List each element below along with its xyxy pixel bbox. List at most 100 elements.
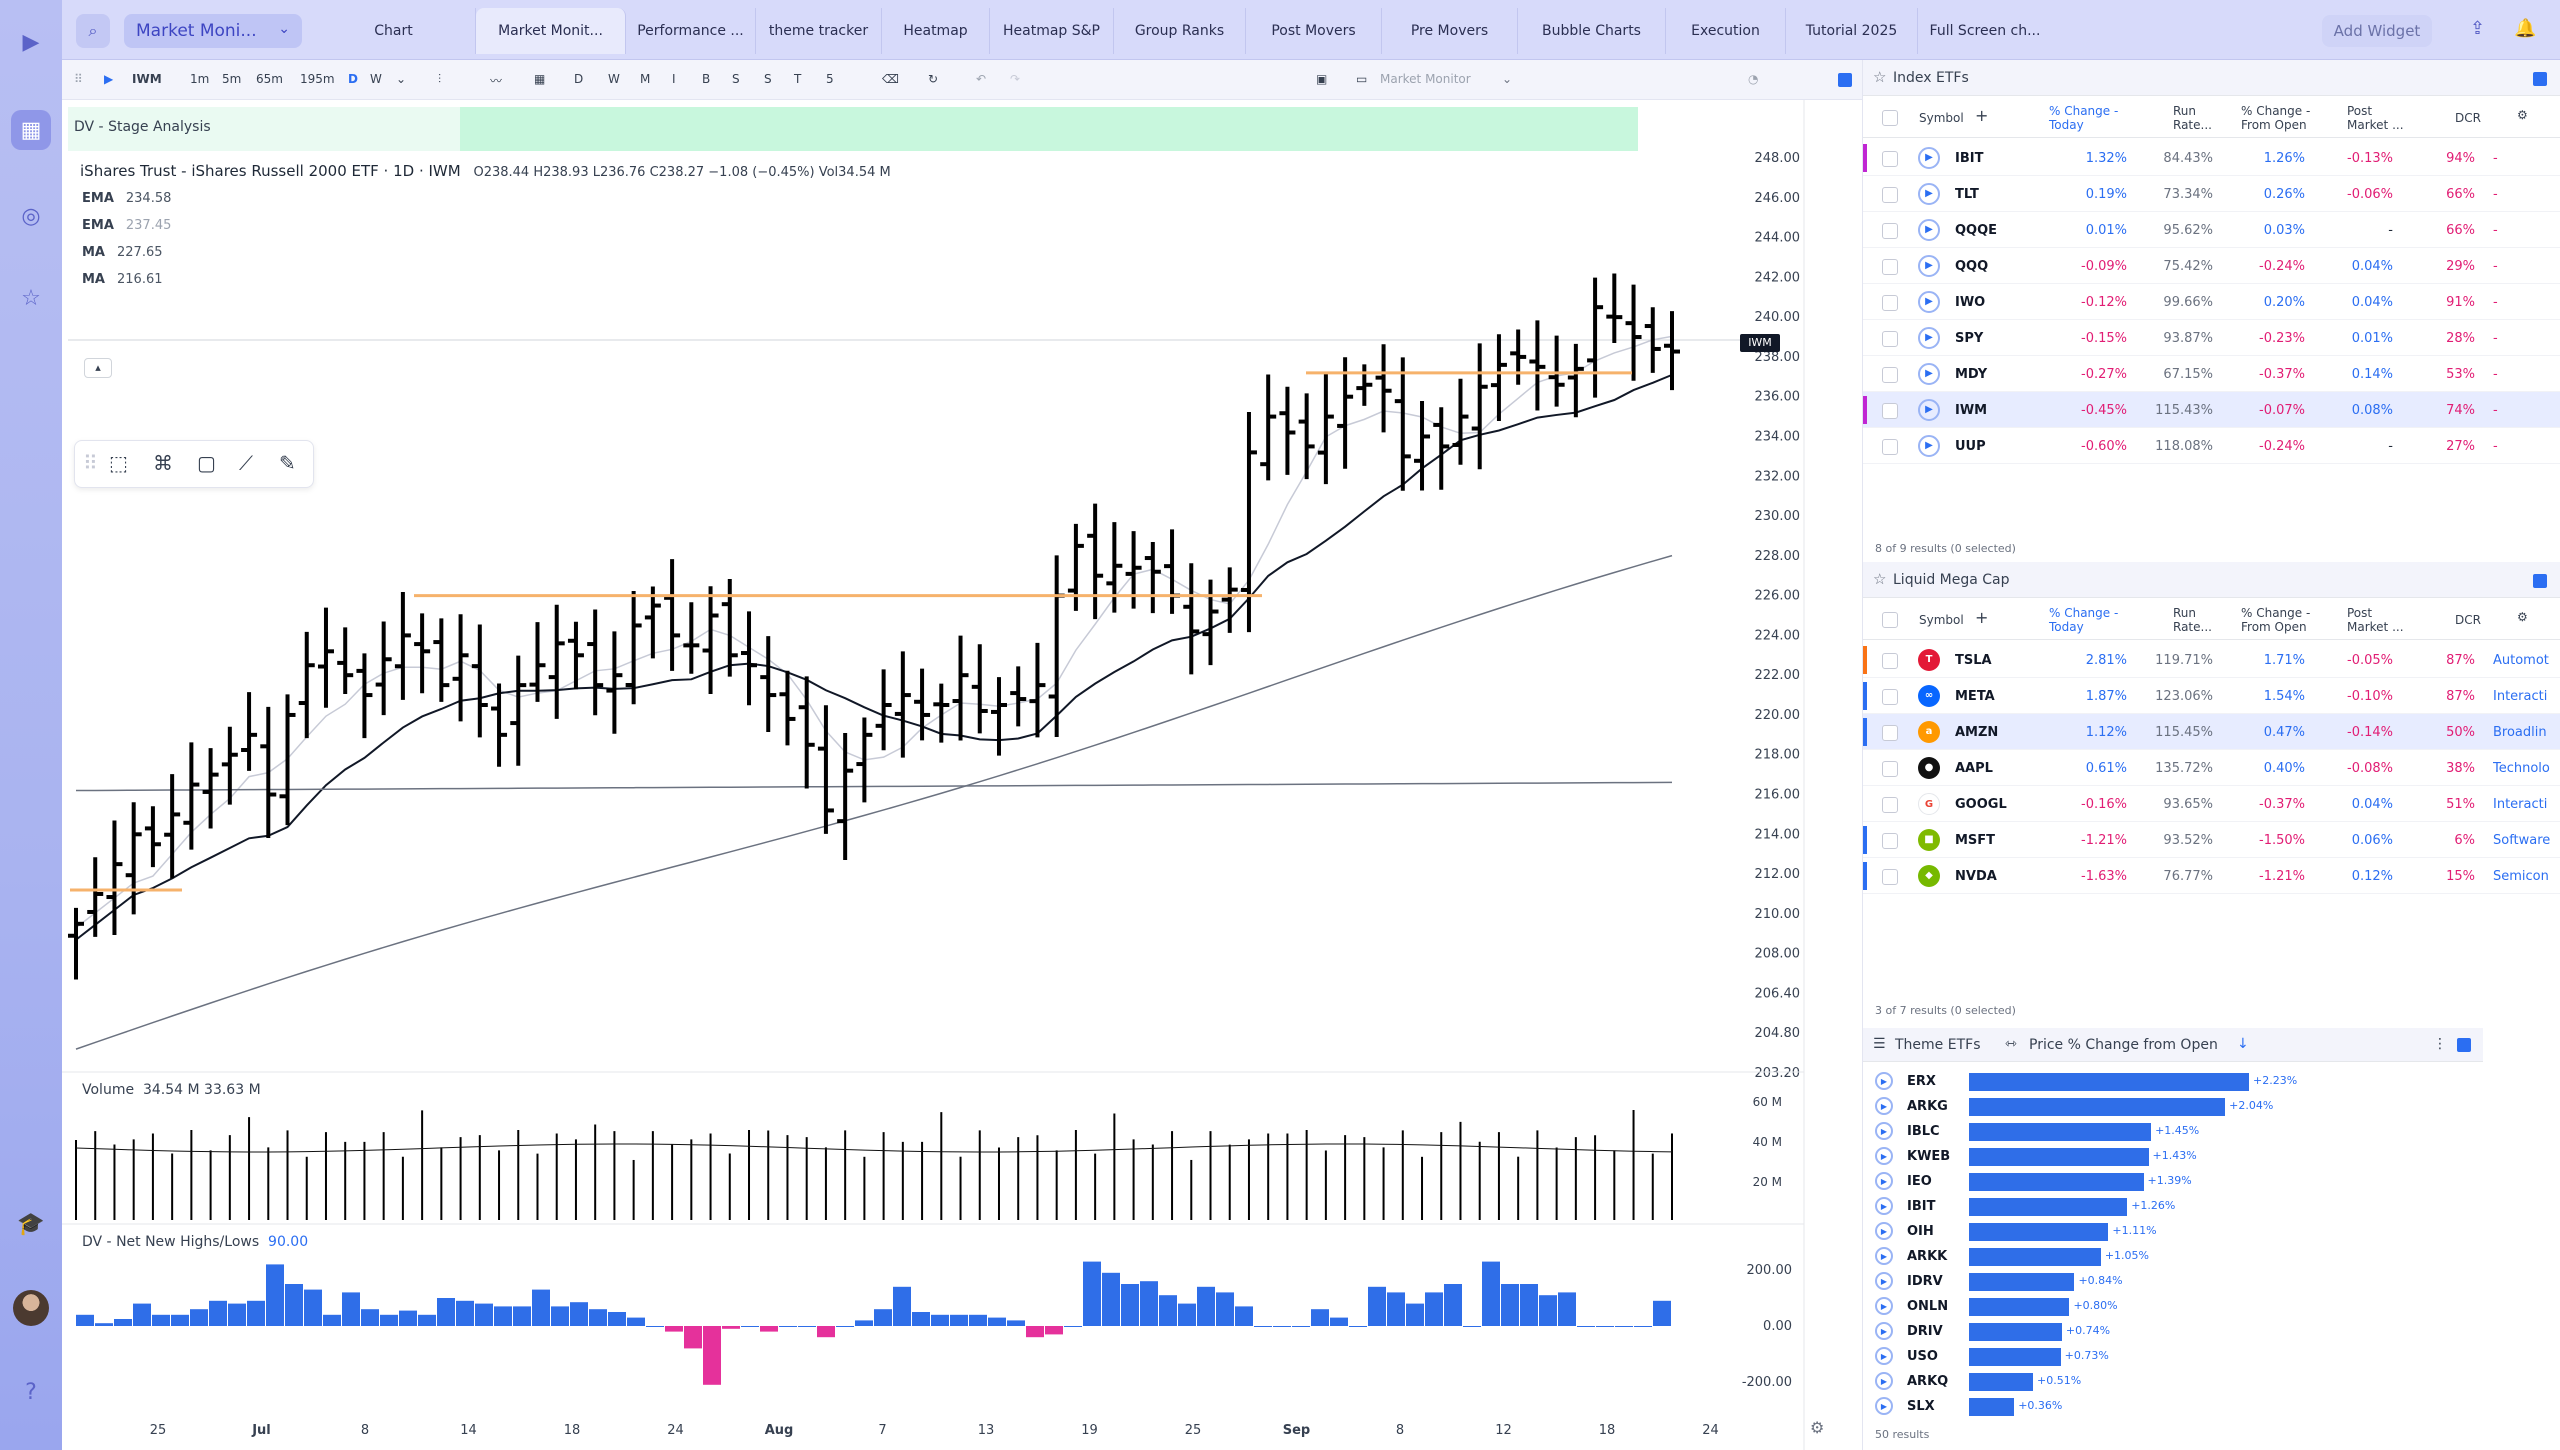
row-checkbox[interactable] bbox=[1882, 439, 1898, 455]
table-row[interactable]: ▶ MDY -0.27% 67.15% -0.37% 0.14% 53% - bbox=[1863, 356, 2560, 392]
symbol-cell[interactable]: MSFT bbox=[1955, 833, 1996, 848]
layout-icon[interactable]: ▦ bbox=[11, 110, 51, 150]
theme-etf-row[interactable]: ▶ IDRV +0.84% bbox=[1863, 1270, 2483, 1294]
add-widget-button[interactable]: Add Widget bbox=[2322, 15, 2432, 47]
star-icon[interactable]: ☆ bbox=[1873, 570, 1887, 588]
play-icon[interactable]: ▶ bbox=[1918, 363, 1940, 385]
row-checkbox[interactable] bbox=[1882, 223, 1898, 239]
row-checkbox[interactable] bbox=[1882, 187, 1898, 203]
app-logo-icon[interactable]: ▶ bbox=[22, 29, 40, 55]
col-dcr[interactable]: DCR bbox=[2455, 111, 2481, 125]
tab-bubble-charts[interactable]: Bubble Charts bbox=[1518, 8, 1666, 54]
panel-color-icon[interactable] bbox=[1838, 73, 1852, 87]
theme-symbol[interactable]: OIH bbox=[1907, 1224, 1934, 1239]
table-row[interactable]: ▶ IBIT 1.32% 84.43% 1.26% -0.13% 94% - bbox=[1863, 140, 2560, 176]
symbol-cell[interactable]: TLT bbox=[1955, 187, 1979, 202]
tab-heatmap[interactable]: Heatmap bbox=[882, 8, 990, 54]
compare-icon[interactable]: 〰 bbox=[490, 74, 503, 88]
star-icon[interactable]: ☆ bbox=[1873, 68, 1887, 86]
bell-icon[interactable]: 🔔 bbox=[2514, 18, 2537, 39]
symbol-cell[interactable]: AMZN bbox=[1955, 725, 1999, 740]
range-d[interactable]: D bbox=[574, 72, 584, 86]
col-dcr[interactable]: DCR bbox=[2455, 613, 2481, 627]
chevron-down-icon[interactable]: ⌄ bbox=[396, 72, 407, 86]
play-icon[interactable]: ▶ bbox=[1875, 1322, 1893, 1340]
table-row[interactable]: T TSLA 2.81% 119.71% 1.71% -0.05% 87% Automot bbox=[1863, 642, 2560, 678]
range-t[interactable]: T bbox=[794, 72, 802, 86]
theme-etf-row[interactable]: ▶ ARKQ +0.51% bbox=[1863, 1370, 2483, 1394]
theme-symbol[interactable]: ARKQ bbox=[1907, 1374, 1949, 1389]
symbol-cell[interactable]: IBIT bbox=[1955, 151, 1984, 166]
theme-symbol[interactable]: SLX bbox=[1907, 1399, 1935, 1414]
theme-etf-row[interactable]: ▶ SLX +0.36% bbox=[1863, 1395, 2483, 1419]
theme-symbol[interactable]: IBLC bbox=[1907, 1124, 1940, 1139]
settings-icon[interactable]: ⚙ bbox=[1810, 1418, 1825, 1437]
tab-post-movers[interactable]: Post Movers bbox=[1246, 8, 1382, 54]
symbol-cell[interactable]: SPY bbox=[1955, 331, 1984, 346]
symbol-cell[interactable]: MDY bbox=[1955, 367, 1988, 382]
range-b[interactable]: B bbox=[702, 72, 711, 86]
table-row[interactable]: ▶ QQQE 0.01% 95.62% 0.03% - 66% - bbox=[1863, 212, 2560, 248]
theme-etf-row[interactable]: ▶ USO +0.73% bbox=[1863, 1345, 2483, 1369]
theme-etf-row[interactable]: ▶ IBLC +1.45% bbox=[1863, 1120, 2483, 1144]
theme-symbol[interactable]: ERX bbox=[1907, 1074, 1936, 1089]
tab-pre-movers[interactable]: Pre Movers bbox=[1382, 8, 1518, 54]
play-icon[interactable]: ▶ bbox=[1875, 1297, 1893, 1315]
range-5[interactable]: 5 bbox=[826, 72, 834, 86]
fib-tool-icon[interactable]: ⌘ bbox=[153, 451, 173, 475]
table-row[interactable]: a AMZN 1.12% 115.45% 0.47% -0.14% 50% Broadlin bbox=[1863, 714, 2560, 750]
theme-etf-row[interactable]: ▶ ARKK +1.05% bbox=[1863, 1245, 2483, 1269]
interval-1m[interactable]: 1m bbox=[190, 72, 210, 86]
row-checkbox[interactable] bbox=[1882, 331, 1898, 347]
metric-selector[interactable]: Price % Change from Open bbox=[2029, 1037, 2218, 1053]
theme-symbol[interactable]: ARKK bbox=[1907, 1249, 1948, 1264]
symbol-cell[interactable]: META bbox=[1955, 689, 1995, 704]
tab-tutorial[interactable]: Tutorial 2025 bbox=[1786, 8, 1918, 54]
row-checkbox[interactable] bbox=[1882, 295, 1898, 311]
theme-symbol[interactable]: KWEB bbox=[1907, 1149, 1951, 1164]
theme-symbol[interactable]: USO bbox=[1907, 1349, 1938, 1364]
play-icon[interactable]: ▶ bbox=[1918, 255, 1940, 277]
play-icon[interactable]: ▶ bbox=[1875, 1347, 1893, 1365]
avatar[interactable] bbox=[13, 1290, 49, 1326]
symbol-cell[interactable]: GOOGL bbox=[1955, 797, 2007, 812]
col-change-today[interactable]: % Change - Today bbox=[2049, 606, 2119, 634]
theme-symbol[interactable]: IBIT bbox=[1907, 1199, 1936, 1214]
price-chart[interactable]: 248.00246.00244.00242.00240.00238.00236.… bbox=[62, 60, 1862, 1450]
share-icon[interactable]: ⇪ bbox=[2470, 18, 2486, 39]
range-m[interactable]: M bbox=[640, 72, 651, 86]
chevron-down-icon[interactable]: ⌄ bbox=[1502, 72, 1513, 86]
panel-color-icon[interactable] bbox=[2533, 574, 2547, 588]
drag-handle-icon[interactable]: ⠿ bbox=[83, 451, 98, 475]
select-all-checkbox[interactable] bbox=[1882, 612, 1898, 628]
symbol-cell[interactable]: NVDA bbox=[1955, 869, 1997, 884]
symbol-input[interactable]: IWM bbox=[132, 72, 162, 86]
row-checkbox[interactable] bbox=[1882, 797, 1898, 813]
col-run-rate[interactable]: Run Rate... bbox=[2173, 104, 2212, 132]
row-checkbox[interactable] bbox=[1882, 653, 1898, 669]
play-icon[interactable]: ▶ bbox=[1875, 1097, 1893, 1115]
table-row[interactable]: ∞ META 1.87% 123.06% 1.54% -0.10% 87% Interacti bbox=[1863, 678, 2560, 714]
gear-icon[interactable]: ⚙ bbox=[2517, 610, 2528, 624]
play-icon[interactable]: ▶ bbox=[1875, 1147, 1893, 1165]
play-icon[interactable]: ▶ bbox=[1918, 399, 1940, 421]
table-row[interactable]: ■ MSFT -1.21% 93.52% -1.50% 0.06% 6% Software bbox=[1863, 822, 2560, 858]
indicators-icon[interactable]: ⫶ bbox=[438, 72, 442, 86]
theme-symbol[interactable]: IEO bbox=[1907, 1174, 1932, 1189]
theme-etf-row[interactable]: ▶ ARKG +2.04% bbox=[1863, 1095, 2483, 1119]
symbol-cell[interactable]: TSLA bbox=[1955, 653, 1992, 668]
select-all-checkbox[interactable] bbox=[1882, 110, 1898, 126]
table-row[interactable]: ▶ IWM -0.45% 115.43% -0.07% 0.08% 74% - bbox=[1863, 392, 2560, 428]
row-checkbox[interactable] bbox=[1882, 725, 1898, 741]
row-checkbox[interactable] bbox=[1882, 259, 1898, 275]
sync-icon[interactable]: ◔ bbox=[1748, 72, 1759, 86]
row-checkbox[interactable] bbox=[1882, 403, 1898, 419]
row-checkbox[interactable] bbox=[1882, 761, 1898, 777]
symbol-cell[interactable]: UUP bbox=[1955, 439, 1986, 454]
note-tool-icon[interactable]: ▢ bbox=[197, 451, 216, 475]
col-run-rate[interactable]: Run Rate... bbox=[2173, 606, 2212, 634]
theme-symbol[interactable]: IDRV bbox=[1907, 1274, 1943, 1289]
theme-etf-row[interactable]: ▶ KWEB +1.43% bbox=[1863, 1145, 2483, 1169]
learn-icon[interactable]: 🎓 bbox=[17, 1211, 45, 1237]
symbol-cell[interactable]: QQQ bbox=[1955, 259, 1989, 274]
